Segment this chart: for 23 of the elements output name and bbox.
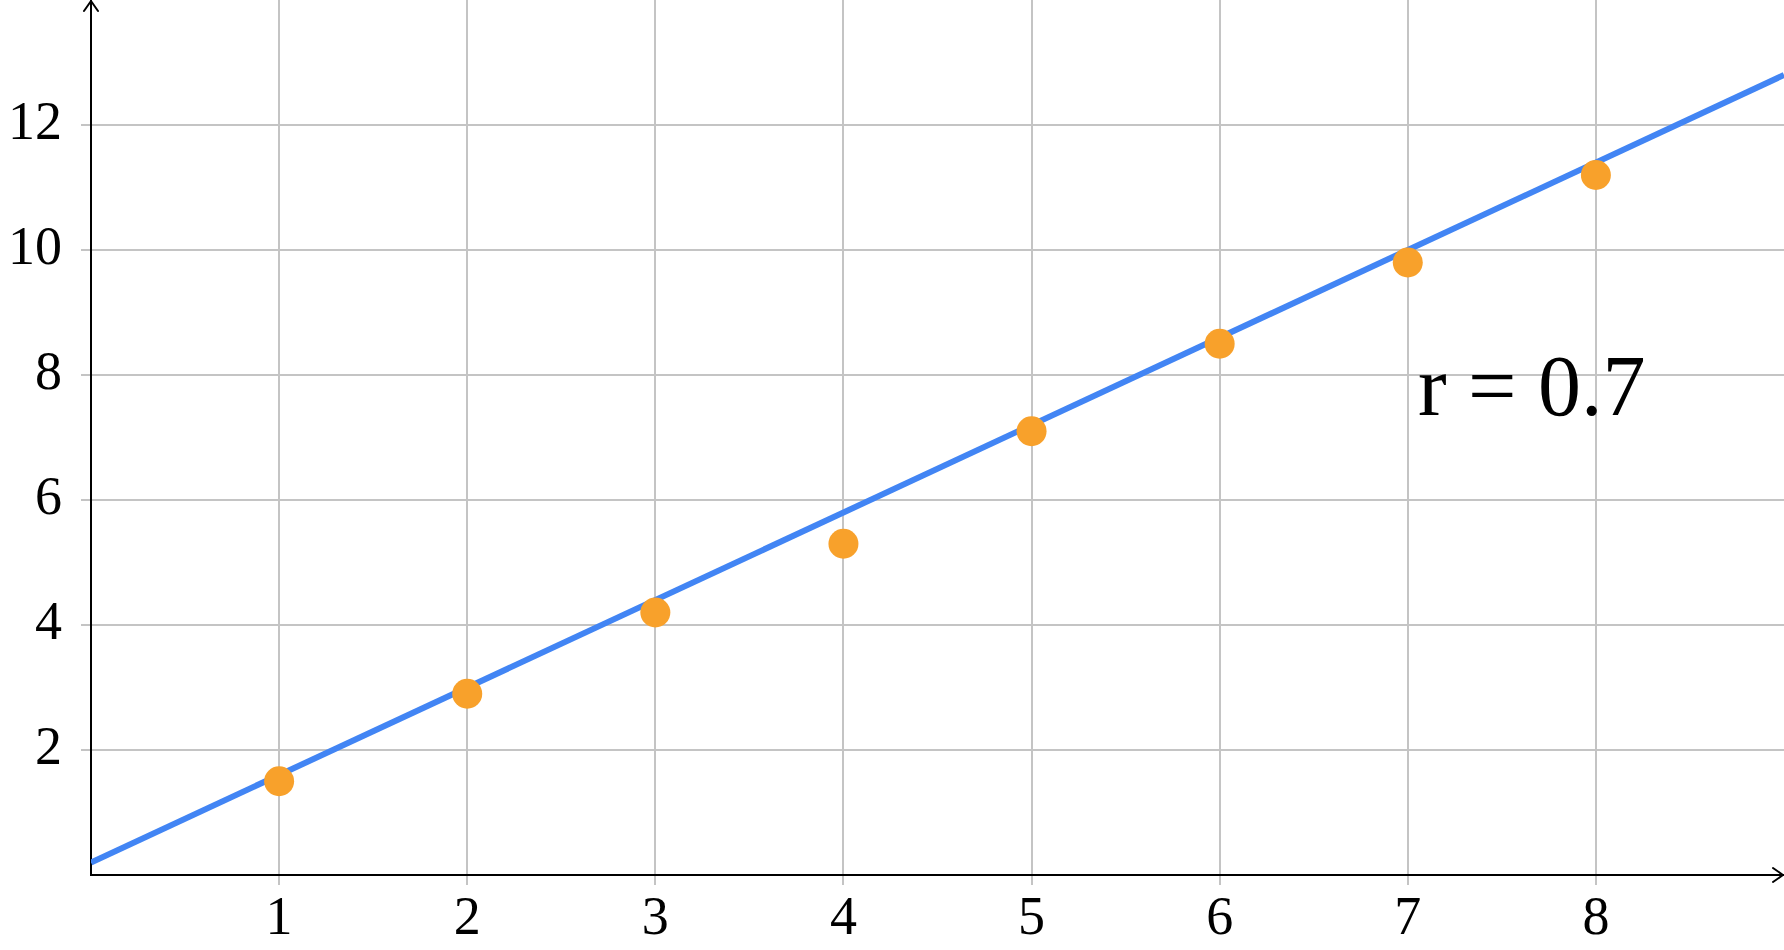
y-tick-label: 8 <box>35 341 62 402</box>
point <box>640 597 671 628</box>
point <box>452 678 483 709</box>
point <box>1204 328 1235 359</box>
point <box>828 528 859 559</box>
point <box>264 766 295 797</box>
x-tick-label: 3 <box>641 885 669 946</box>
y-tick-label: 12 <box>8 91 62 152</box>
y-tick-label: 10 <box>8 216 62 277</box>
x-tick-label: 6 <box>1206 885 1234 946</box>
point <box>1580 160 1611 190</box>
x-tick-label: 2 <box>453 885 481 946</box>
y-tick-label: 2 <box>35 716 62 777</box>
x-tick-label: 1 <box>265 885 293 946</box>
x-tick-label: 8 <box>1582 885 1610 946</box>
y-tick-label: 6 <box>35 466 62 527</box>
x-tick-label: 7 <box>1394 885 1422 946</box>
point <box>1016 416 1047 447</box>
x-tick-label: 5 <box>1018 885 1046 946</box>
y-tick-label: 4 <box>35 591 62 652</box>
annotation: r = 0.7 <box>1417 337 1646 434</box>
x-tick-label: 4 <box>829 885 857 946</box>
point <box>1392 247 1423 278</box>
